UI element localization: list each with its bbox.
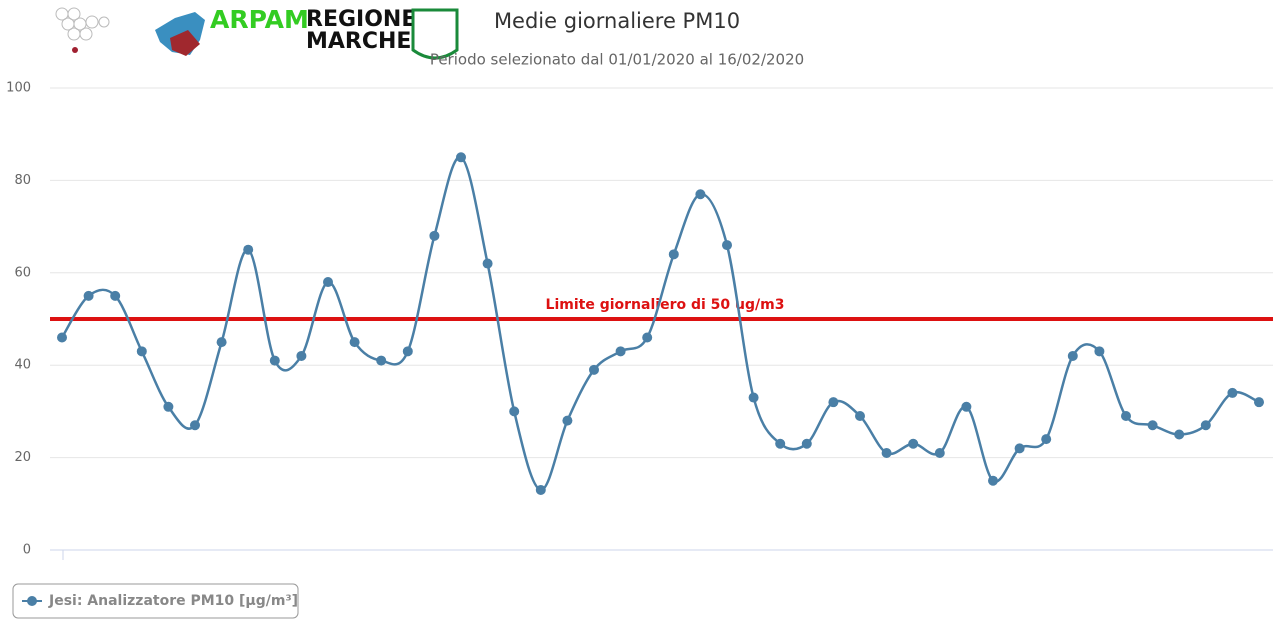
point — [642, 332, 653, 343]
point — [722, 240, 732, 251]
point — [961, 401, 972, 412]
point — [908, 438, 919, 449]
point — [136, 346, 147, 357]
point — [1254, 397, 1264, 408]
chart-title: Medie giornaliere PM10 — [494, 9, 740, 33]
point — [110, 290, 121, 301]
logo-arpam: ARPAM — [210, 5, 309, 34]
y-tick-label: 20 — [14, 450, 31, 465]
point — [801, 438, 812, 449]
point — [1121, 411, 1131, 422]
chart-subtitle: Periodo selezionato dal 01/01/2020 al 16… — [430, 51, 804, 69]
point — [695, 189, 706, 200]
point — [934, 447, 945, 458]
logo-regione-shield — [411, 8, 459, 60]
point — [775, 438, 786, 449]
point — [216, 337, 227, 348]
point — [1147, 420, 1158, 431]
point — [190, 420, 200, 431]
point — [83, 290, 94, 301]
legend-box — [12, 583, 299, 619]
point — [615, 346, 626, 357]
point — [269, 355, 280, 366]
logo-snpa — [55, 7, 110, 53]
point — [748, 392, 759, 403]
point — [988, 475, 998, 486]
point — [668, 249, 679, 260]
legend-symbol — [27, 596, 37, 606]
plot-line-label: Limite giornaliero di 50 ug/m3 — [546, 297, 785, 313]
point — [323, 277, 333, 288]
point — [855, 411, 865, 422]
y-tick-label: 100 — [6, 81, 31, 96]
point — [1227, 387, 1238, 398]
legend-label: Jesi: Analizzatore PM10 [µg/m³] — [48, 593, 298, 609]
series-line — [60, 156, 1260, 492]
y-tick-label: 60 — [14, 265, 31, 280]
point — [881, 447, 892, 458]
point — [828, 397, 839, 408]
point — [1014, 443, 1025, 454]
point — [57, 332, 67, 343]
point — [296, 350, 307, 361]
point — [535, 484, 546, 495]
y-tick-label: 40 — [14, 358, 31, 373]
point — [1067, 350, 1078, 361]
point — [349, 337, 360, 348]
logo-regione: REGIONE — [306, 7, 416, 32]
point — [243, 244, 254, 255]
point — [562, 415, 573, 426]
point — [509, 406, 520, 417]
point — [589, 364, 599, 375]
point — [456, 152, 466, 163]
point — [1094, 346, 1105, 357]
point — [429, 230, 440, 241]
point — [1041, 434, 1052, 445]
logo-arpam-map — [155, 12, 205, 56]
y-tick-label: 80 — [14, 173, 31, 188]
point — [482, 258, 493, 269]
y-tick-label: 0 — [23, 543, 31, 558]
point — [163, 401, 174, 412]
point — [1200, 420, 1211, 431]
logo-regione: MARCHE — [306, 29, 411, 54]
point — [376, 355, 387, 366]
point — [402, 346, 413, 357]
point — [1174, 429, 1185, 440]
